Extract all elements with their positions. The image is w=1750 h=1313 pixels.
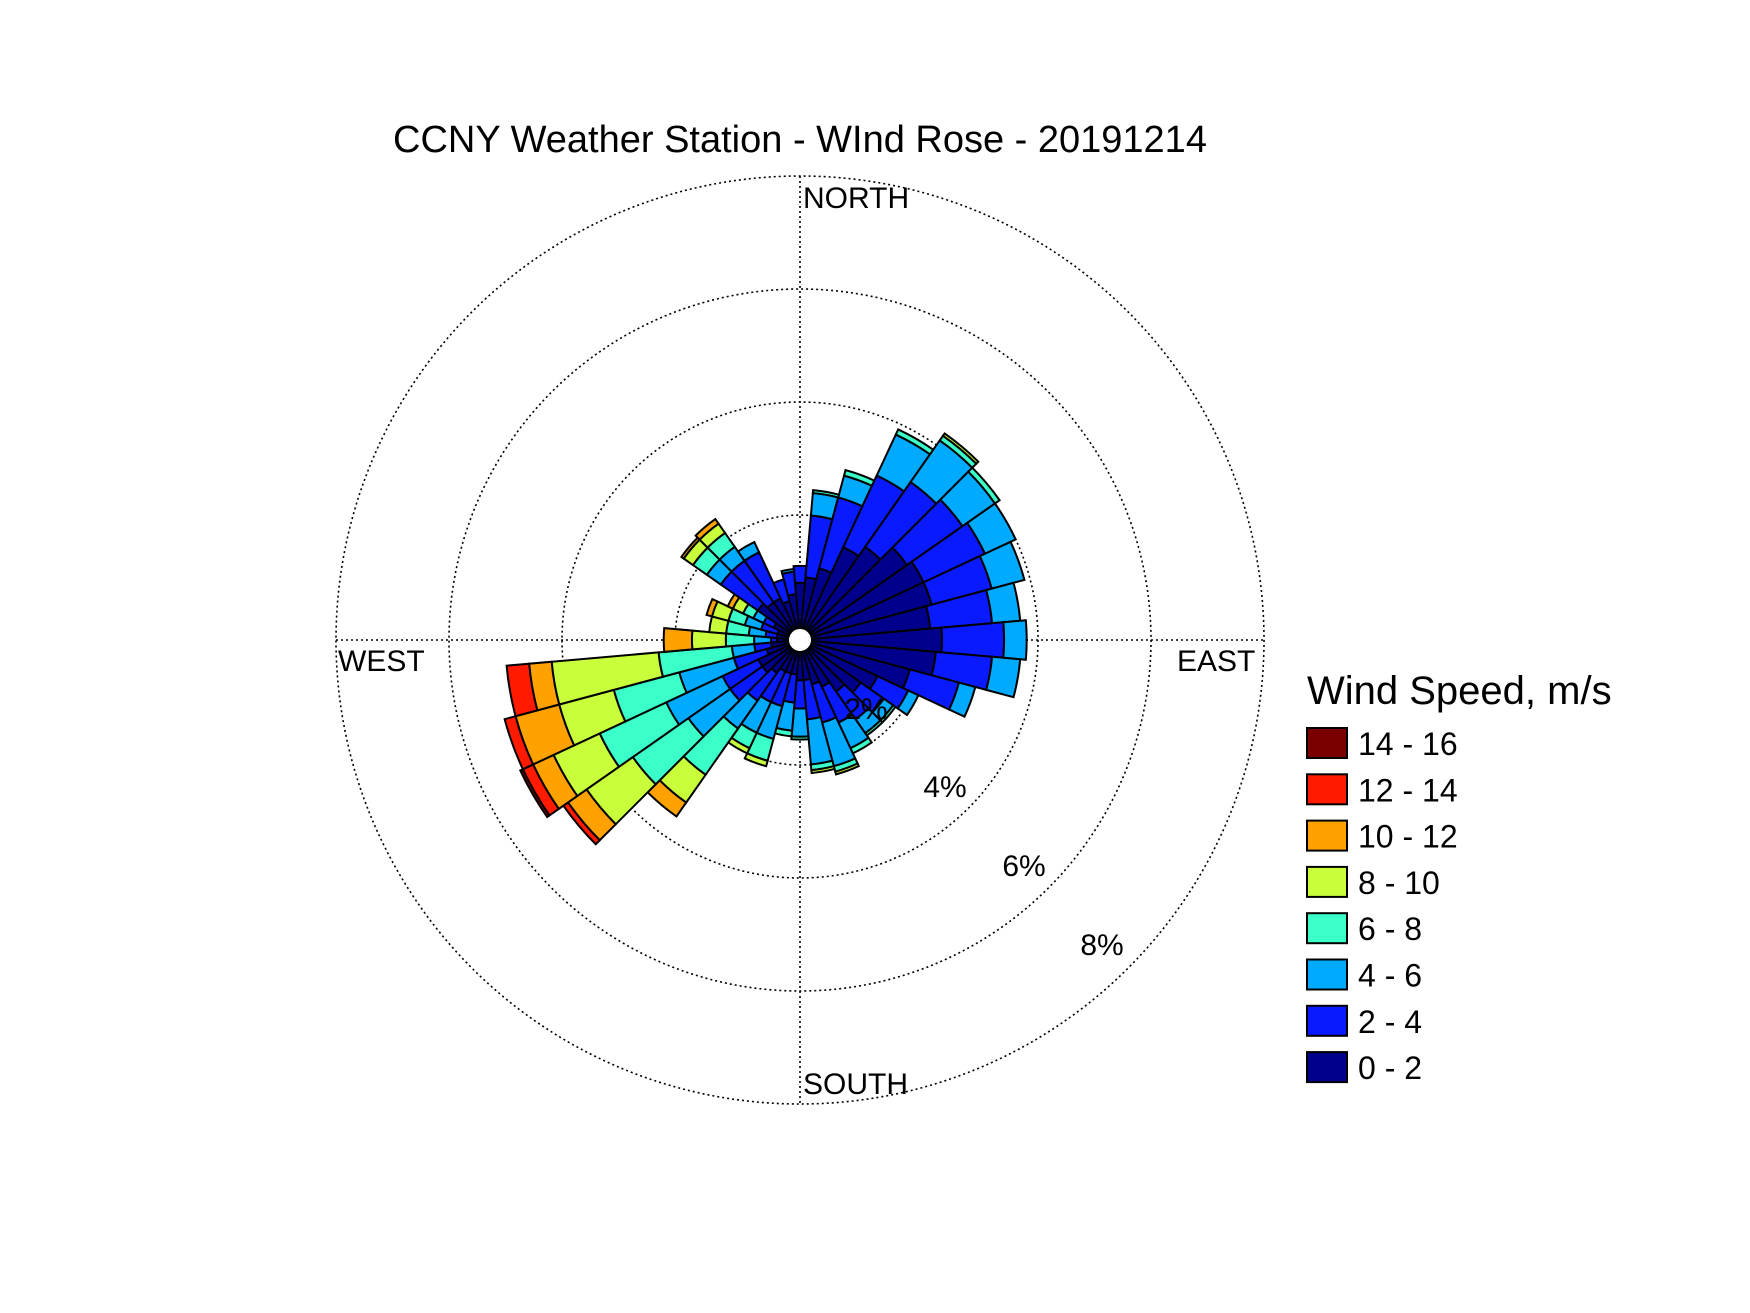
legend-swatch-5	[1306, 958, 1348, 991]
legend-swatch-2	[1306, 819, 1348, 852]
wedge-dir270-bin5	[662, 627, 694, 653]
legend-label-5: 4 - 6	[1358, 958, 1422, 994]
wedge-dir260-bin6	[505, 662, 539, 718]
wedge-dir320-bin5	[694, 517, 720, 542]
wedge-dir80-bin2	[985, 581, 1022, 625]
wedge-dir170-bin4	[810, 764, 836, 775]
ring-labels: 2% 4% 6% 8%	[844, 693, 1123, 962]
wedge-dir200-bin4	[743, 751, 769, 768]
legend-label-1: 12 - 14	[1358, 772, 1458, 808]
direction-labels: NORTH EAST SOUTH WEST	[338, 182, 1255, 1101]
north-label: NORTH	[803, 182, 909, 215]
legend-swatch-7	[1306, 1051, 1348, 1084]
wedge-dir250-bin6	[503, 714, 535, 771]
ring-label-6: 6%	[1002, 850, 1045, 883]
legend-swatch-3	[1306, 865, 1348, 898]
wedge-dir60-bin2	[965, 502, 1018, 556]
legend-swatch-1	[1306, 773, 1348, 806]
wedge-dir50-bin3	[966, 466, 1001, 505]
center-hole	[787, 627, 813, 653]
wind-rose-bars	[503, 428, 1028, 846]
legend-label-0: 14 - 16	[1358, 726, 1458, 762]
wedge-dir350-bin2	[780, 567, 796, 576]
wedge-dir120-bin2	[896, 689, 920, 717]
legend-label-3: 8 - 10	[1358, 865, 1440, 901]
wedge-dir40-bin4	[941, 432, 980, 466]
legend-swatch-0	[1306, 727, 1348, 759]
legend: Wind Speed, m/s 14 - 16 12 - 14 10 - 12 8 -…	[1306, 669, 1612, 1086]
west-label: WEST	[338, 645, 425, 678]
wedge-dir90-bin2	[1002, 619, 1028, 661]
wedge-dir100-bin2	[985, 655, 1022, 699]
legend-title: Wind Speed, m/s	[1307, 669, 1612, 713]
legend-label-6: 2 - 4	[1358, 1004, 1422, 1040]
wedge-dir110-bin2	[947, 681, 977, 719]
legend-label-4: 6 - 8	[1358, 911, 1422, 947]
wedge-dir330-bin2	[736, 540, 761, 563]
ring-label-8: 8%	[1080, 929, 1123, 962]
south-label: SOUTH	[803, 1068, 908, 1101]
ring-label-2: 2%	[844, 693, 887, 726]
ring-label-4: 4%	[923, 771, 966, 804]
wedge-dir70-bin2	[978, 540, 1026, 590]
legend-label-2: 10 - 12	[1358, 819, 1458, 855]
chart-title: CCNY Weather Station - WInd Rose - 20191…	[393, 119, 1207, 161]
legend-swatch-4	[1306, 912, 1348, 945]
wedge-dir180-bin3	[790, 735, 810, 741]
legend-swatch-6	[1306, 1004, 1348, 1037]
east-label: EAST	[1177, 645, 1255, 678]
wedge-dir290-bin5	[705, 597, 719, 618]
wedge-dir160-bin4	[834, 762, 861, 776]
wedge-dir240-bin7	[518, 767, 551, 819]
legend-label-7: 0 - 2	[1358, 1050, 1422, 1086]
